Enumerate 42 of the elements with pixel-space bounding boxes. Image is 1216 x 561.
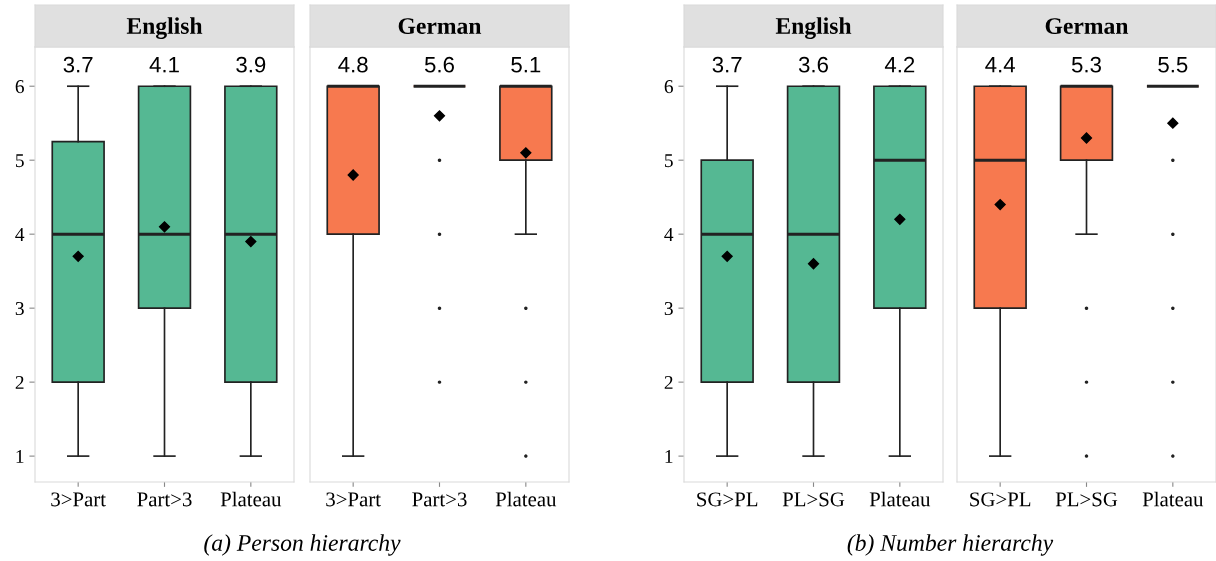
- x-tick-label: 3>Part: [51, 492, 106, 507]
- text: 3.9: [236, 56, 266, 73]
- x-tick-label: Part>3: [137, 492, 192, 507]
- y-tick-label: 4: [664, 228, 674, 241]
- x-tick-label: PL>SG: [1055, 492, 1118, 507]
- x-tick-label: PL>SG: [782, 492, 845, 507]
- y-tick-label: 3: [15, 302, 24, 316]
- text: 4.4: [985, 57, 1015, 73]
- y-tick-label: 5: [664, 154, 673, 168]
- x-tick-label: SG>PL: [970, 492, 1031, 507]
- chart-title: English: [775, 17, 852, 39]
- x-tick-label: 3>Part: [326, 492, 381, 507]
- y-tick-label: 2: [15, 376, 24, 389]
- y-tick-label: 1: [665, 450, 673, 463]
- x-tick-label: SG>PL: [697, 492, 758, 507]
- text: 3.6: [798, 56, 828, 73]
- x-tick-label: Plateau: [220, 491, 282, 507]
- text: (b) Number hierarchy: [847, 534, 1054, 556]
- text: (a) Person hierarchy: [204, 534, 401, 556]
- x-tick-label: Plateau: [1142, 491, 1204, 507]
- y-tick-label: 2: [664, 376, 673, 389]
- text: 4.8: [338, 56, 368, 73]
- text: 3.7: [63, 56, 93, 73]
- y-tick-label: 4: [15, 228, 25, 241]
- text: 5.1: [511, 57, 541, 73]
- x-tick-label: Plateau: [869, 491, 931, 507]
- chart-title: English: [126, 17, 203, 39]
- text: 4.1: [149, 57, 179, 73]
- y-tick-label: 3: [664, 302, 673, 316]
- y-tick-label: 6: [664, 80, 673, 94]
- text: 5.6: [424, 56, 454, 73]
- text: 5.5: [1158, 57, 1188, 73]
- chart-title: German: [1045, 18, 1129, 35]
- y-tick-label: 5: [15, 154, 24, 168]
- text: 5.3: [1071, 56, 1101, 73]
- x-tick-label: Part>3: [412, 492, 467, 507]
- chart-title: German: [398, 18, 482, 35]
- y-tick-label: 6: [15, 80, 24, 94]
- text: 3.7: [712, 56, 742, 73]
- text: 4.2: [884, 56, 915, 73]
- y-tick-label: 1: [16, 450, 24, 463]
- x-tick-label: Plateau: [495, 491, 557, 507]
